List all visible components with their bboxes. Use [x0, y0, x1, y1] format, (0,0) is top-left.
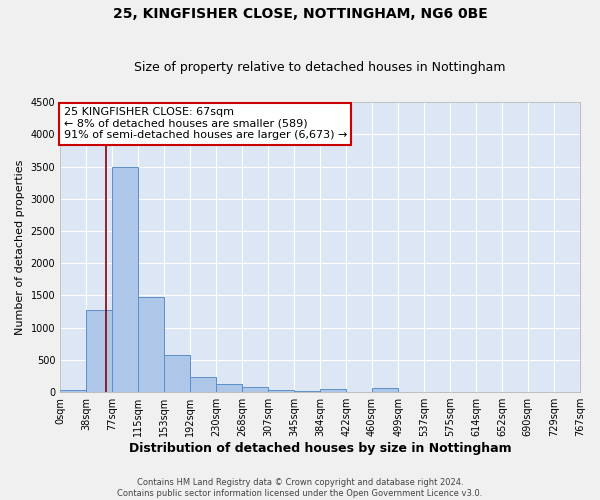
Text: Contains HM Land Registry data © Crown copyright and database right 2024.
Contai: Contains HM Land Registry data © Crown c… — [118, 478, 482, 498]
Bar — [242, 387, 268, 392]
Y-axis label: Number of detached properties: Number of detached properties — [15, 160, 25, 335]
Bar — [86, 310, 112, 392]
Text: 25, KINGFISHER CLOSE, NOTTINGHAM, NG6 0BE: 25, KINGFISHER CLOSE, NOTTINGHAM, NG6 0B… — [113, 8, 487, 22]
Title: Size of property relative to detached houses in Nottingham: Size of property relative to detached ho… — [134, 62, 506, 74]
Bar — [294, 391, 320, 392]
Bar — [164, 356, 190, 392]
Bar — [60, 390, 86, 392]
Bar — [320, 389, 346, 392]
Bar — [190, 376, 216, 392]
X-axis label: Distribution of detached houses by size in Nottingham: Distribution of detached houses by size … — [129, 442, 511, 455]
Bar — [268, 390, 294, 392]
Bar — [112, 166, 138, 392]
Bar — [216, 384, 242, 392]
Bar — [372, 388, 398, 392]
Text: 25 KINGFISHER CLOSE: 67sqm
← 8% of detached houses are smaller (589)
91% of semi: 25 KINGFISHER CLOSE: 67sqm ← 8% of detac… — [64, 107, 347, 140]
Bar — [138, 296, 164, 392]
